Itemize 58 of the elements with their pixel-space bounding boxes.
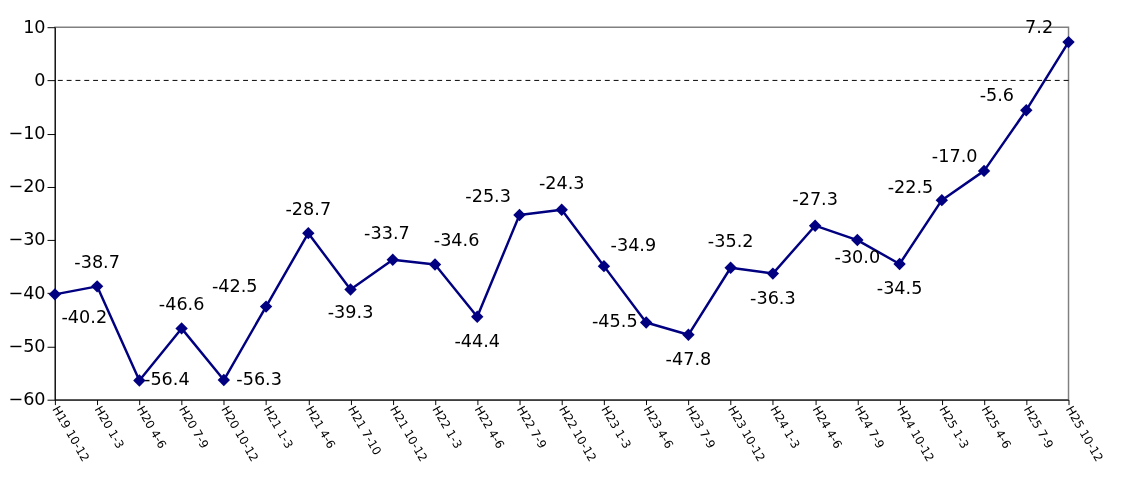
point [1062, 35, 1075, 49]
point [597, 259, 611, 273]
text: -22.5 [887, 177, 934, 198]
text: -34.9 [610, 235, 657, 256]
point [428, 258, 442, 271]
point [48, 288, 62, 301]
text: -27.3 [792, 189, 838, 210]
text: -44.4 [454, 331, 501, 352]
point [808, 219, 822, 232]
y-tick-label: −50 [8, 335, 46, 356]
text: -35.2 [707, 231, 754, 252]
point [386, 253, 399, 266]
point [555, 203, 568, 216]
text: -28.7 [285, 198, 332, 219]
point [471, 310, 484, 323]
point [1020, 104, 1033, 117]
y-tick-label: 10 [23, 16, 46, 37]
text: -34.6 [433, 229, 480, 250]
text: -46.6 [158, 293, 205, 314]
point [851, 233, 864, 247]
text: -34.5 [876, 278, 923, 299]
point [175, 322, 188, 335]
point [724, 261, 737, 274]
text: -40.2 [61, 306, 108, 327]
y-tick-label: −20 [8, 176, 46, 197]
point [133, 374, 146, 387]
text: -38.7 [74, 251, 120, 272]
text: -45.5 [592, 311, 638, 332]
text: -36.3 [750, 287, 796, 308]
y-tick-label: −40 [8, 282, 46, 303]
text: -24.3 [538, 173, 585, 194]
point [90, 280, 104, 293]
point [977, 164, 991, 178]
text: -30.0 [834, 246, 881, 267]
point [639, 316, 653, 329]
text: -17.0 [931, 146, 978, 167]
y-tick-label: −10 [8, 123, 46, 144]
point [259, 300, 273, 313]
text: -25.3 [465, 186, 511, 207]
point [513, 208, 526, 222]
text: -33.7 [364, 223, 410, 244]
point [682, 328, 695, 341]
text: -5.6 [979, 85, 1015, 106]
text: -56.3 [236, 368, 282, 389]
point [766, 267, 780, 280]
y-tick-label: −30 [8, 229, 46, 250]
text: -47.8 [665, 349, 712, 370]
point [935, 193, 949, 207]
point [302, 226, 315, 240]
point [344, 283, 357, 296]
point [217, 373, 231, 387]
text: 7.2 [1025, 17, 1054, 38]
text: -56.4 [144, 369, 190, 390]
text: -39.3 [327, 301, 374, 322]
point [893, 257, 906, 271]
y-tick-label: −60 [8, 389, 46, 410]
y-tick-label: 0 [34, 69, 46, 90]
text: -42.5 [211, 275, 258, 296]
